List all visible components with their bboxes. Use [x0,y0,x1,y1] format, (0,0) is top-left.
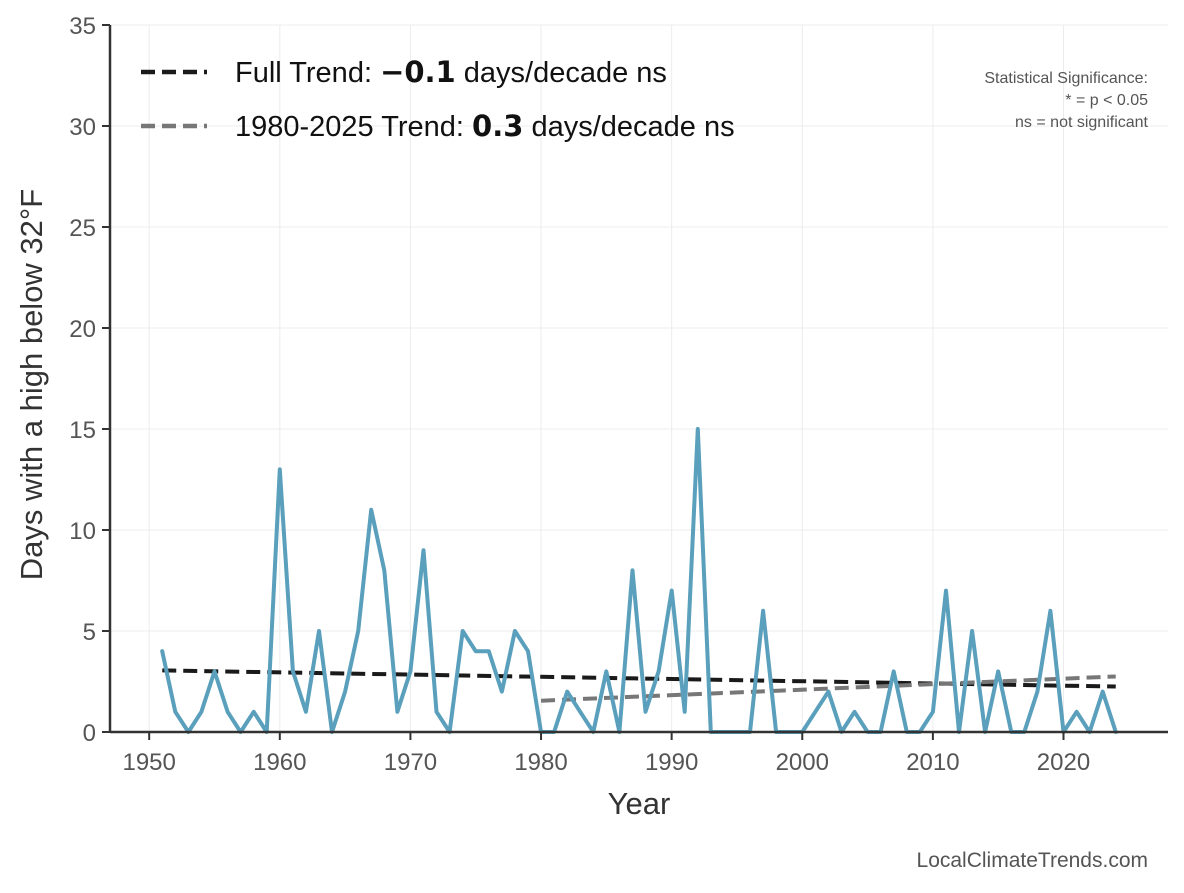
legend-value: 0.3 [472,109,523,143]
significance-note-line: Statistical Significance: [984,70,1148,87]
x-tick-label: 1970 [384,749,437,776]
grid [110,24,1168,733]
y-tick-label: 25 [69,215,96,242]
legend-suffix: days/decade ns [523,111,734,143]
significance-note-line: ns = not significant [1015,114,1149,131]
legend-prefix: Full Trend: [235,57,380,89]
y-tick-label: 35 [69,13,96,40]
legend-label-1: Full Trend: −0.1 days/decade ns [235,55,667,89]
y-tick-label: 15 [69,417,96,444]
x-tick-label: 2000 [776,749,829,776]
significance-note: Statistical Significance: * = p < 0.05 ns … [984,70,1148,131]
x-tick-label: 2020 [1037,749,1090,776]
observed-series-line [160,427,1118,734]
y-tick-label: 30 [69,114,96,141]
data-series [160,427,1118,734]
legend-label-2: 1980-2025 Trend: 0.3 days/decade ns [235,109,735,143]
x-tick-label: 1950 [122,749,175,776]
y-tick-label: 20 [69,316,96,343]
legend-suffix: days/decade ns [456,57,667,89]
legend-prefix: 1980-2025 Trend: [235,111,472,143]
y-axis-title: Days with a high below 32°F [14,189,49,580]
trend-line-1 [162,668,1116,689]
legend-value: −0.1 [380,55,456,89]
trend-lines [162,668,1116,703]
x-tick-label: 1960 [253,749,306,776]
x-tick-label: 1980 [514,749,567,776]
x-axis-title: Year [608,786,671,821]
axes: 1950 1960 1970 1980 1990 2000 2010 2020 0 5 10 15 20… [14,13,1168,821]
trend-line-2 [540,674,1116,703]
x-tick-label: 2010 [906,749,959,776]
x-tick-label: 1990 [645,749,698,776]
credit-text: LocalClimateTrends.com [917,849,1148,872]
y-tick-label: 5 [83,619,96,646]
y-tick-label: 10 [69,518,96,545]
legend: Full Trend: −0.1 days/decade ns1980-2025… [141,55,735,143]
significance-note-line: * = p < 0.05 [1065,92,1148,109]
y-tick-label: 0 [83,720,96,747]
